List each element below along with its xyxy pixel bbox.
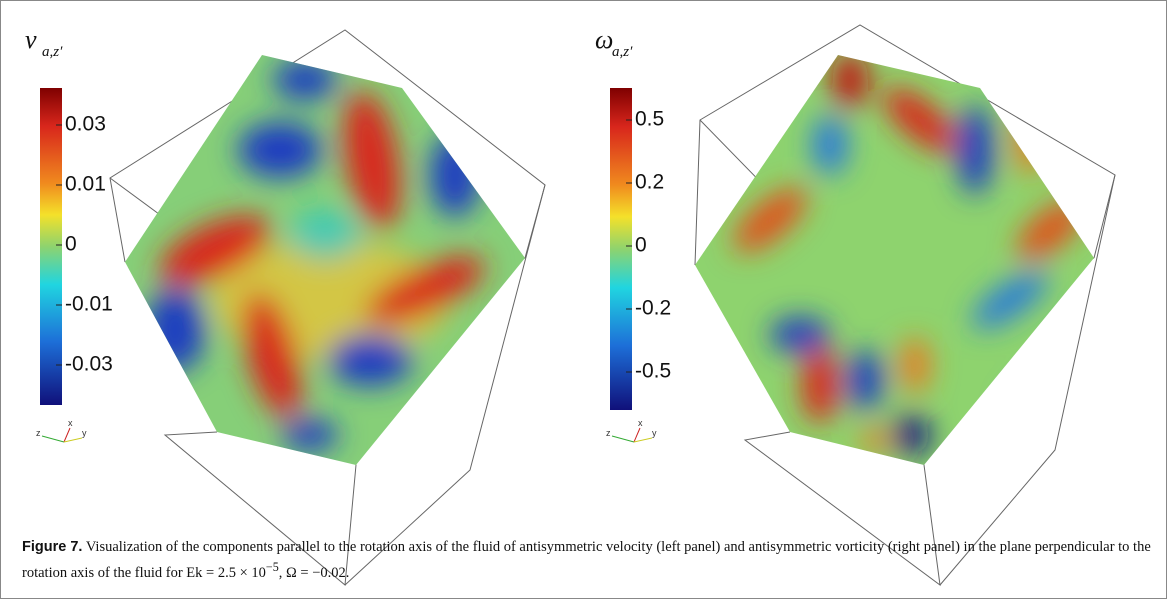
colorbar-tick-label: -0.03 — [65, 353, 113, 376]
velocity-field — [100, 40, 540, 480]
caption-tail: , Ω = −0.02. — [279, 565, 350, 581]
figure: va,z′0.030.010-0.01-0.03zxyωa,z′0.50.20-… — [0, 0, 1168, 608]
colorbar-tick-label: 0.01 — [65, 173, 106, 196]
colorbar — [40, 88, 62, 405]
colorbar-symbol: v — [25, 25, 37, 54]
colorbar — [610, 88, 632, 410]
colorbar-subscript: a,z′ — [42, 44, 63, 60]
colorbar-tick-label: 0.2 — [635, 171, 664, 194]
axis-triad-label: z — [606, 428, 611, 438]
caption-text: Visualization of the components parallel… — [22, 539, 1151, 581]
axis-triad-label: x — [638, 418, 643, 428]
axis-triad — [612, 436, 634, 442]
axis-triad — [42, 436, 64, 442]
colorbar-tick-label: -0.5 — [635, 360, 671, 383]
vorticity-field — [680, 40, 1110, 480]
axis-triad-label: x — [68, 418, 73, 428]
colorbar-subscript: a,z′ — [612, 44, 633, 60]
colorbar-tick-label: -0.01 — [65, 293, 113, 316]
colorbar-tick-label: 0 — [65, 233, 77, 256]
figure-graphic: va,z′0.030.010-0.01-0.03zxyωa,z′0.50.20-… — [0, 0, 1168, 608]
colorbar-tick-label: 0.5 — [635, 108, 664, 131]
caption-exponent: −5 — [266, 560, 279, 574]
colorbar-tick-label: -0.2 — [635, 297, 671, 320]
axis-triad-label: z — [36, 428, 41, 438]
colorbar-tick-label: 0 — [635, 234, 647, 257]
colorbar-symbol: ω — [595, 25, 613, 54]
axis-triad — [64, 428, 70, 442]
axis-triad — [634, 428, 640, 442]
caption: Figure 7. Visualization of the component… — [22, 537, 1152, 583]
axis-triad-label: y — [82, 428, 87, 438]
axis-triad — [64, 438, 82, 442]
axis-triad — [634, 438, 652, 442]
caption-label: Figure 7. — [22, 539, 82, 555]
colorbar-tick-label: 0.03 — [65, 113, 106, 136]
axis-triad-label: y — [652, 428, 657, 438]
